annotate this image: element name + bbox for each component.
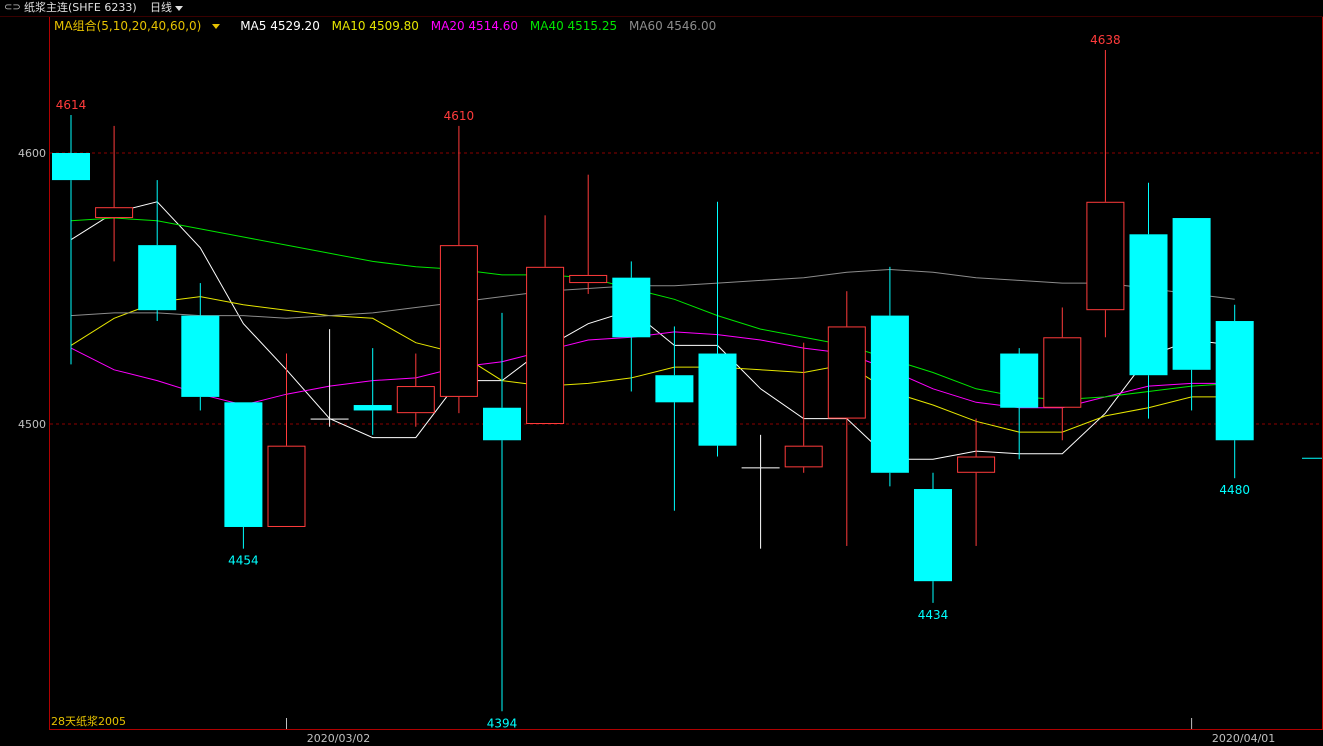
candle-body bbox=[1000, 353, 1039, 408]
candle bbox=[1000, 348, 1039, 460]
candle bbox=[267, 353, 306, 527]
candle bbox=[741, 434, 780, 549]
ma-group-selector[interactable]: MA组合(5,10,20,40,60,0) bbox=[54, 19, 232, 33]
candle bbox=[353, 348, 392, 435]
candle bbox=[870, 266, 909, 487]
link-icon[interactable]: ⊂⊃ bbox=[4, 2, 21, 13]
candle bbox=[95, 125, 134, 262]
candle-body bbox=[353, 405, 392, 411]
candle bbox=[1086, 50, 1125, 338]
candle bbox=[439, 125, 478, 414]
price-annotation: 4434 bbox=[918, 608, 949, 622]
candle-body bbox=[698, 353, 737, 446]
price-annotation: 4610 bbox=[444, 109, 475, 123]
candle-body bbox=[439, 245, 478, 397]
chevron-down-icon bbox=[175, 5, 183, 11]
candle bbox=[1215, 304, 1254, 479]
chevron-down-icon bbox=[212, 24, 221, 29]
candle-layer bbox=[52, 50, 1254, 712]
price-annotation: 4638 bbox=[1090, 33, 1121, 47]
title-bar: ⊂⊃ 纸浆主连(SHFE 6233) 日线 bbox=[0, 0, 1323, 17]
candle-body bbox=[483, 407, 521, 441]
ma60-value: MA60 4546.00 bbox=[628, 19, 717, 33]
candle bbox=[569, 174, 608, 294]
candle-body bbox=[1043, 337, 1082, 408]
candle-body bbox=[95, 207, 134, 219]
y-tick-label: 4500 bbox=[18, 418, 46, 431]
ma10-line bbox=[70, 296, 1235, 433]
period-label: 日线 bbox=[150, 1, 172, 14]
candle bbox=[698, 201, 737, 457]
ma-group-label: MA组合(5,10,20,40,60,0) bbox=[54, 19, 202, 33]
x-tick-label: 2020/04/01 bbox=[1212, 732, 1275, 745]
candle bbox=[914, 472, 952, 603]
candle bbox=[526, 215, 565, 424]
candle bbox=[396, 353, 435, 427]
moving-average-layer bbox=[70, 201, 1235, 460]
y-tick-label: 4600 bbox=[18, 147, 46, 160]
candle-body bbox=[138, 245, 177, 311]
ma20-line bbox=[70, 331, 1235, 409]
candle-body bbox=[52, 153, 90, 181]
candle-body bbox=[741, 467, 780, 469]
candle-body bbox=[914, 489, 952, 582]
ma10-value: MA10 4509.80 bbox=[331, 19, 419, 33]
candle bbox=[483, 312, 521, 712]
ma40-value: MA40 4515.25 bbox=[529, 19, 618, 33]
period-selector[interactable]: 日线 bbox=[150, 1, 183, 15]
candle-body bbox=[655, 375, 694, 403]
price-annotation: 4614 bbox=[56, 98, 87, 112]
candle-body bbox=[1172, 218, 1211, 370]
symbol-label[interactable]: 纸浆主连(SHFE 6233) bbox=[24, 1, 137, 14]
candle bbox=[784, 342, 823, 473]
price-annotation: 4480 bbox=[1219, 483, 1250, 497]
price-annotation: 4394 bbox=[487, 716, 518, 730]
ma-legend: MA组合(5,10,20,40,60,0) MA5 4529.20 MA10 4… bbox=[54, 19, 724, 33]
x-tick-label: 2020/03/02 bbox=[307, 732, 370, 745]
candle-body bbox=[310, 418, 349, 420]
ma60-line bbox=[70, 268, 1235, 319]
candle bbox=[1172, 218, 1211, 411]
candle bbox=[1043, 307, 1082, 441]
candle-body bbox=[1129, 234, 1168, 376]
ma20-value: MA20 4514.60 bbox=[430, 19, 519, 33]
candle-body bbox=[224, 402, 263, 527]
price-annotation: 4454 bbox=[228, 554, 259, 568]
ma40-line bbox=[70, 217, 1235, 401]
ma5-line bbox=[70, 201, 1235, 460]
candle bbox=[655, 326, 694, 511]
candle-body bbox=[784, 445, 823, 468]
candle-body bbox=[396, 386, 435, 414]
candle bbox=[1129, 182, 1168, 419]
candle bbox=[138, 180, 177, 322]
candle-body bbox=[827, 326, 866, 419]
candle-body bbox=[612, 277, 651, 338]
label-layer: 4500 4600 2020/03/02 2020/04/01 4614 4454 4610… bbox=[18, 33, 1275, 745]
candle-body bbox=[1215, 321, 1254, 441]
ma5-value: MA5 4529.20 bbox=[240, 19, 320, 33]
candle bbox=[52, 115, 90, 365]
candle-body bbox=[569, 274, 608, 284]
candle-body bbox=[957, 456, 996, 473]
candle-body bbox=[870, 315, 909, 473]
candle bbox=[612, 261, 651, 392]
candle bbox=[827, 291, 866, 546]
candle-body bbox=[526, 266, 565, 424]
candle bbox=[224, 402, 263, 549]
footer-note: 28天纸浆2005 bbox=[51, 715, 126, 728]
candle bbox=[957, 418, 996, 546]
candle bbox=[181, 283, 220, 411]
candle-body bbox=[1086, 201, 1125, 311]
candle-body bbox=[181, 315, 220, 397]
candle bbox=[310, 329, 349, 427]
candle-body bbox=[267, 445, 306, 527]
